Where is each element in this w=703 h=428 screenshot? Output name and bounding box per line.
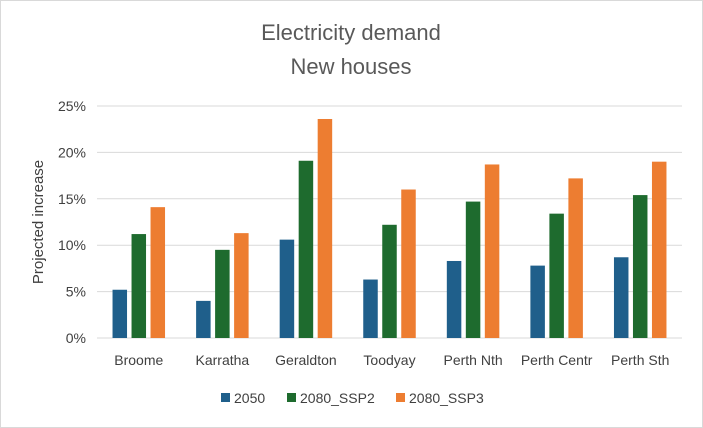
gridlines [97,105,682,339]
bar-2050 [363,279,378,338]
bar-2080-ssp2 [549,213,564,338]
bar-2050 [530,265,545,338]
y-tick-label: 15% [58,191,86,207]
chart-subtitle: New houses [290,54,411,79]
bar-2080-ssp2 [131,234,147,338]
bar-2050 [446,260,462,338]
bar-2050 [112,289,128,338]
bar-2080-ssp2 [465,201,481,338]
bar-2080-ssp3 [401,189,416,338]
x-tick-label: Karratha [196,352,250,368]
bar-2080-ssp3 [317,118,333,338]
x-tick-label: Geraldton [275,352,336,368]
y-tick-label: 0% [66,330,86,346]
bar-2050 [279,239,295,338]
chart-title: Electricity demand [261,20,441,45]
bars [112,118,667,338]
bar-2050 [196,300,211,338]
bar-2080-ssp3 [234,233,249,338]
x-tick-label: Perth Centr [521,352,593,368]
bar-2080-ssp2 [298,160,314,338]
x-tick-label: Perth Sth [611,352,669,368]
x-tick-label: Toodyay [363,352,415,368]
legend: 2050 2080_SSP2 2080_SSP3 [221,390,484,406]
legend-label: 2080_SSP3 [409,390,484,406]
x-axis-ticks: Broome Karratha Geraldton Toodyay Perth Nth P… [114,352,669,368]
y-tick-label: 5% [66,284,86,300]
x-tick-label: Broome [114,352,163,368]
legend-label: 2080_SSP2 [300,390,375,406]
bar-2080-ssp3 [150,207,166,338]
bar-2080-ssp2 [382,224,397,338]
bar-2050 [613,257,629,338]
bar-2080-ssp3 [484,164,500,338]
y-tick-label: 20% [58,144,86,160]
bar-2080-ssp3 [651,161,667,338]
legend-swatch [396,393,405,402]
x-tick-label: Perth Nth [444,352,503,368]
bar-2080-ssp3 [568,178,583,338]
y-axis-ticks: 0% 5% 10% 15% 20% 25% [58,98,86,346]
y-axis-label: Projected increase [30,160,47,284]
legend-swatch [287,393,296,402]
legend-label: 2050 [234,390,265,406]
y-tick-label: 10% [58,237,86,253]
bar-2080-ssp2 [215,249,230,338]
bar-2080-ssp2 [632,195,648,338]
y-tick-label: 25% [58,98,86,114]
legend-swatch [221,393,230,402]
